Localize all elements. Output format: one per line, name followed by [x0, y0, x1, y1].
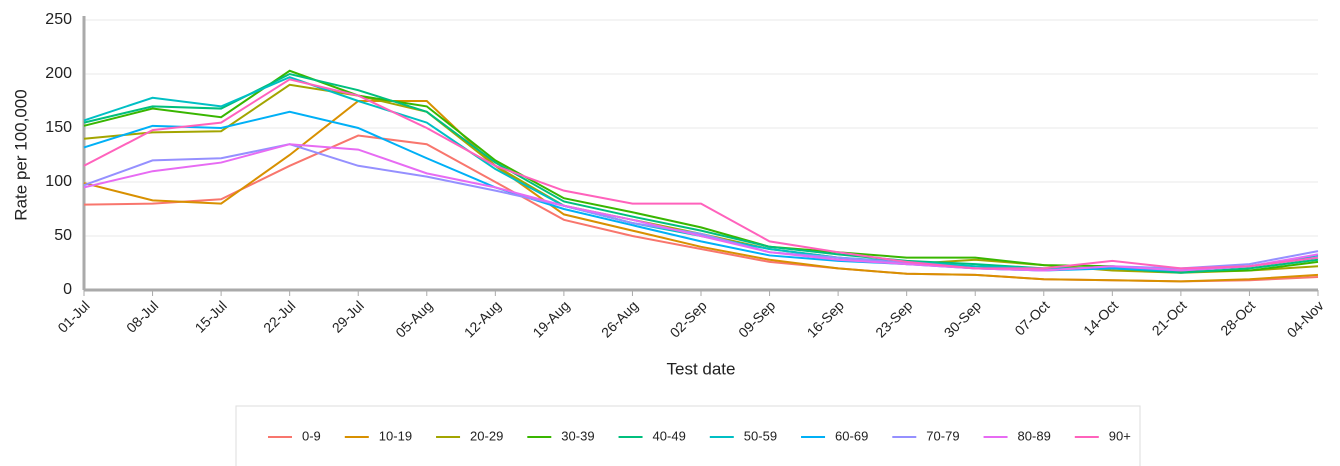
- x-tick-label: 29-Jul: [329, 297, 367, 335]
- x-axis-label: Test date: [667, 359, 736, 378]
- x-tick-label: 15-Jul: [192, 297, 230, 335]
- x-tick-label: 01-Jul: [54, 297, 92, 335]
- x-tick-label: 22-Jul: [260, 297, 298, 335]
- x-tick-label: 09-Sep: [735, 297, 778, 340]
- legend-label: 70-79: [926, 428, 959, 443]
- legend-label: 60-69: [835, 428, 868, 443]
- x-tick-label: 08-Jul: [123, 297, 161, 335]
- x-tick-label: 28-Oct: [1217, 297, 1258, 338]
- x-tick-label: 16-Sep: [804, 297, 847, 340]
- x-tick-label: 05-Aug: [392, 297, 435, 340]
- legend-label: 0-9: [302, 428, 321, 443]
- legend-label: 40-49: [653, 428, 686, 443]
- x-tick-label: 04-Nov: [1284, 297, 1327, 340]
- x-tick-label: 23-Sep: [872, 297, 915, 340]
- series-line: [83, 100, 1319, 283]
- y-tick-label: 100: [45, 173, 72, 190]
- x-tick-label: 07-Oct: [1011, 297, 1052, 338]
- series-line: [83, 110, 1319, 272]
- x-tick-label: 02-Sep: [666, 297, 709, 340]
- legend-label: 10-19: [379, 428, 412, 443]
- series-line: [83, 72, 1319, 274]
- y-tick-label: 150: [45, 119, 72, 136]
- x-tick-label: 30-Sep: [941, 297, 984, 340]
- x-tick-label: 26-Aug: [598, 297, 641, 340]
- x-tick-label: 14-Oct: [1080, 297, 1121, 338]
- legend-label: 20-29: [470, 428, 503, 443]
- series-line: [83, 143, 1319, 272]
- series-line: [83, 83, 1319, 274]
- x-tick-label: 12-Aug: [461, 297, 504, 340]
- y-tick-label: 200: [45, 65, 72, 82]
- legend-label: 50-59: [744, 428, 777, 443]
- legend-label: 90+: [1109, 428, 1131, 443]
- x-tick-label: 21-Oct: [1149, 297, 1190, 338]
- series-line: [83, 78, 1319, 270]
- y-tick-label: 0: [63, 281, 72, 298]
- y-tick-label: 50: [54, 227, 72, 244]
- y-axis-label: Rate per 100,000: [11, 89, 30, 220]
- legend-label: 30-39: [561, 428, 594, 443]
- y-tick-label: 250: [45, 11, 72, 28]
- legend-label: 80-89: [1018, 428, 1051, 443]
- series-line: [83, 134, 1319, 283]
- x-tick-label: 19-Aug: [529, 297, 572, 340]
- series-line: [83, 143, 1319, 272]
